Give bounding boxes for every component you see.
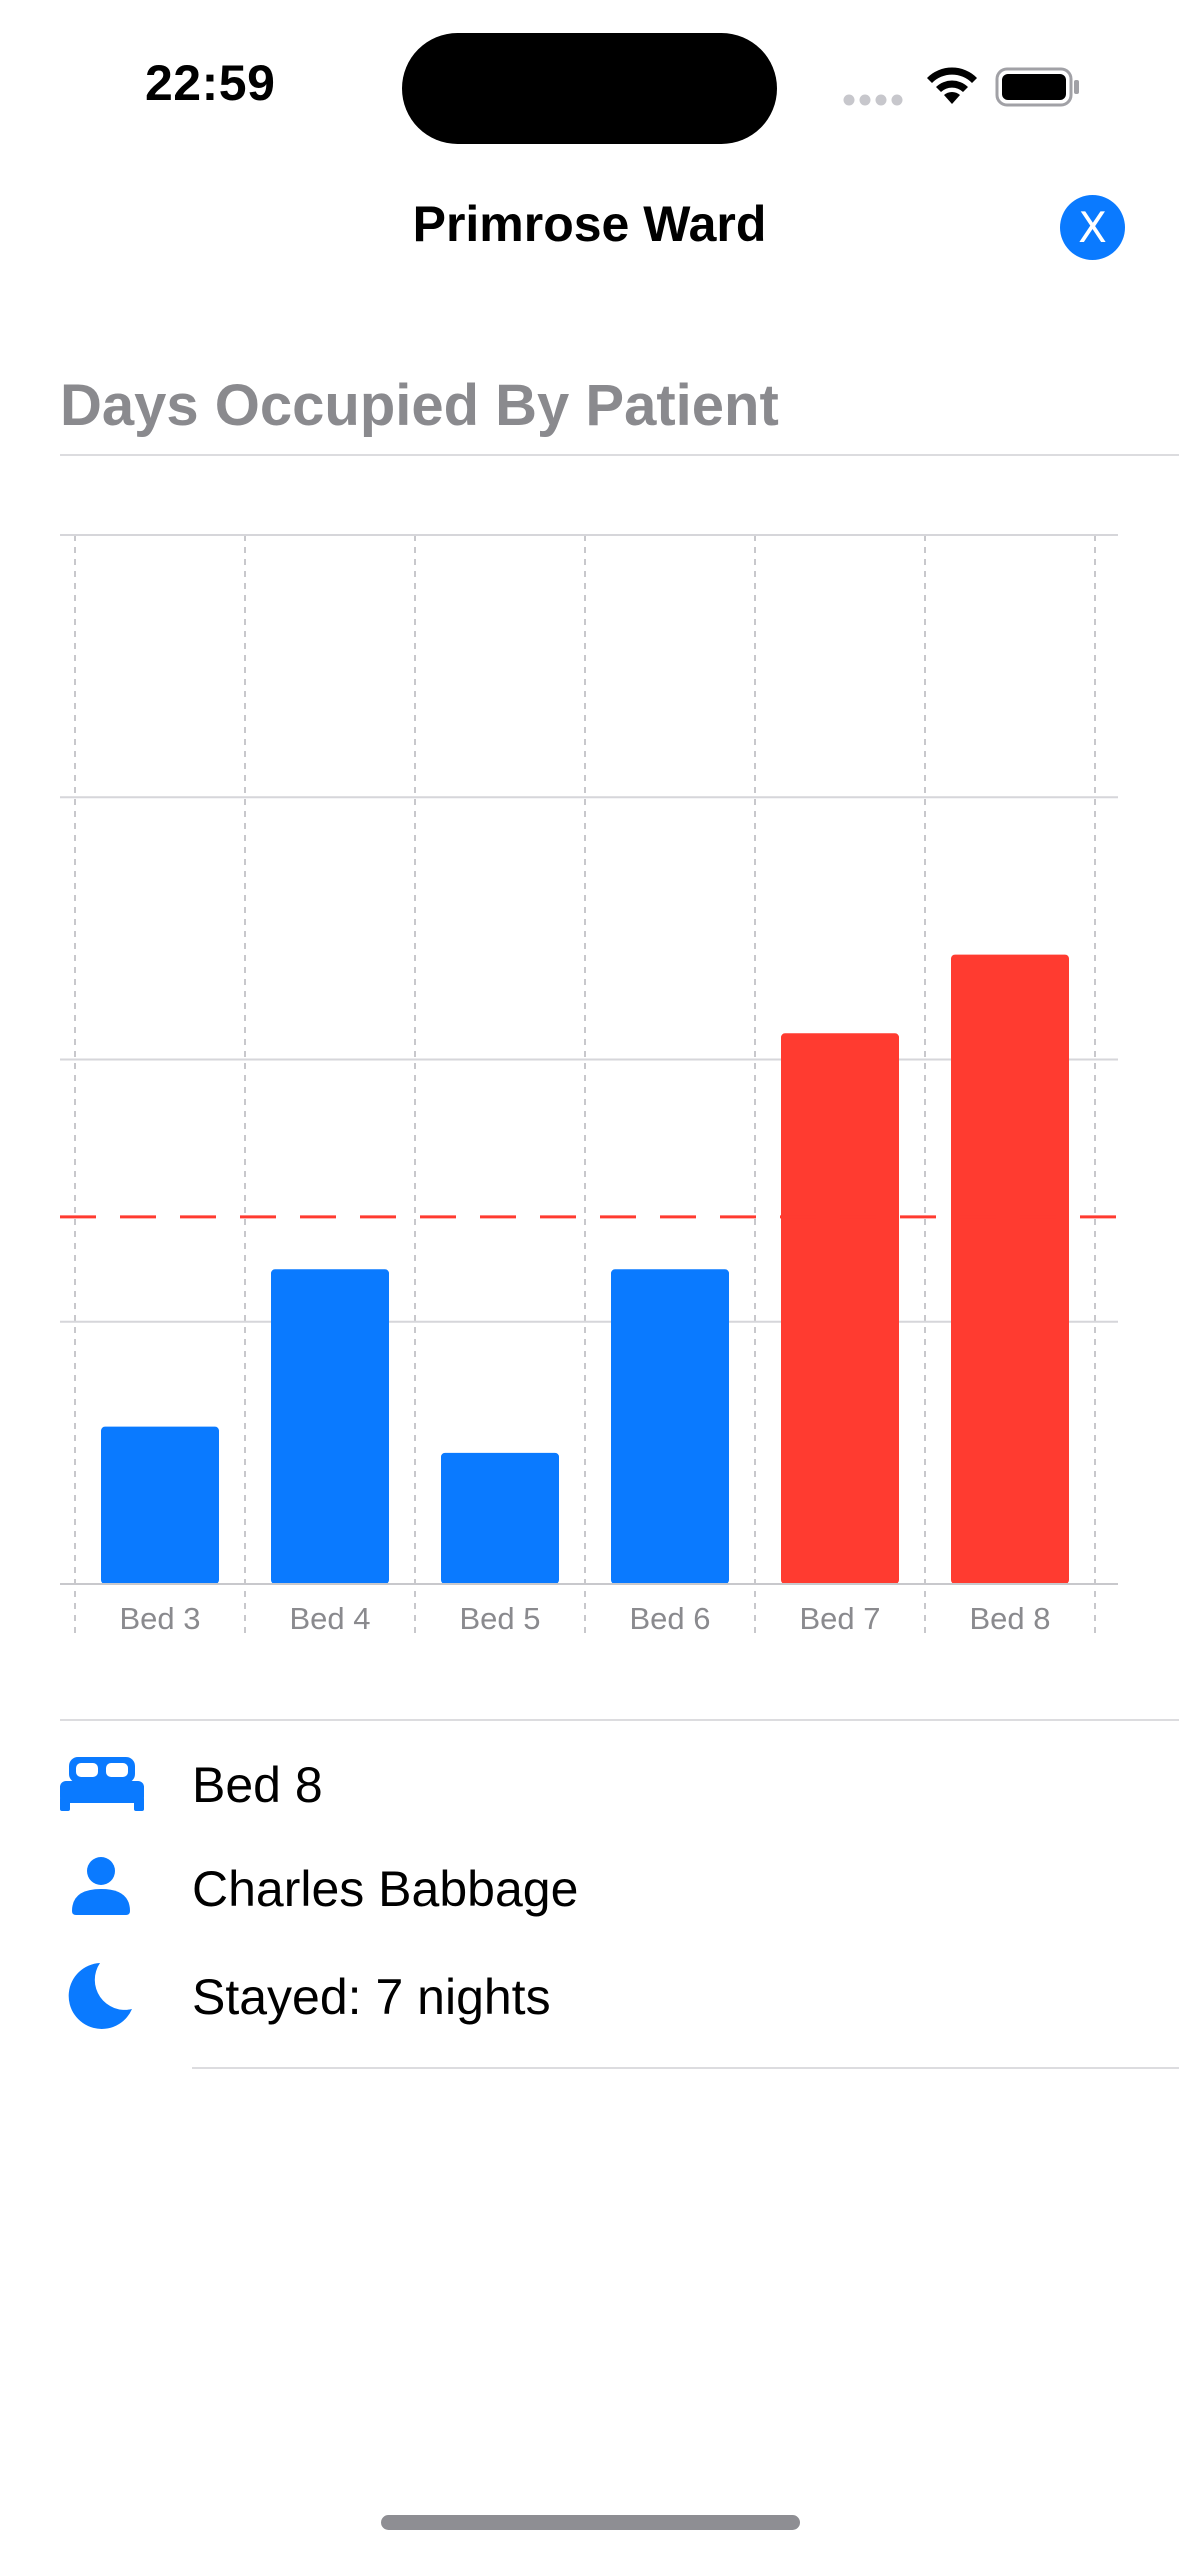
detail-patient: Charles Babbage [192, 1861, 579, 1917]
occupancy-bar-chart: Bed 3 Bed 4 Bed 5 Bed 6 Bed 7 Bed 8 [60, 534, 1118, 1636]
chart-title: Days Occupied By Patient [60, 373, 779, 438]
moon-icon [68, 1963, 132, 2029]
x-tick-label: Bed 3 [119, 1601, 200, 1636]
bar-bed-3 [101, 1426, 219, 1584]
bar-bed-8 [951, 954, 1069, 1584]
page-title: Primrose Ward [412, 196, 767, 252]
person-icon [72, 1857, 130, 1915]
x-tick-label: Bed 6 [629, 1601, 710, 1636]
divider [60, 1719, 1179, 1721]
x-tick-label: Bed 4 [289, 1601, 370, 1636]
home-indicator[interactable] [381, 2515, 800, 2530]
detail-stay: Stayed: 7 nights [192, 1969, 551, 2025]
divider [60, 454, 1179, 456]
divider [192, 2067, 1179, 2069]
bar-bed-7 [781, 1033, 899, 1584]
bed-icon [60, 1757, 144, 1811]
x-tick-label: Bed 8 [969, 1601, 1050, 1636]
x-tick-label: Bed 7 [799, 1601, 880, 1636]
cellular-signal-icon [843, 94, 903, 106]
dynamic-island [402, 33, 777, 144]
bar-bed-6 [611, 1269, 729, 1584]
wifi-icon [927, 67, 977, 104]
battery-icon [995, 67, 1079, 107]
x-tick-label: Bed 5 [459, 1601, 540, 1636]
status-time: 22:59 [145, 55, 276, 111]
close-button[interactable]: X [1060, 195, 1125, 260]
bar-bed-4 [271, 1269, 389, 1584]
bar-bed-5 [441, 1452, 559, 1584]
detail-bed: Bed 8 [192, 1757, 323, 1813]
